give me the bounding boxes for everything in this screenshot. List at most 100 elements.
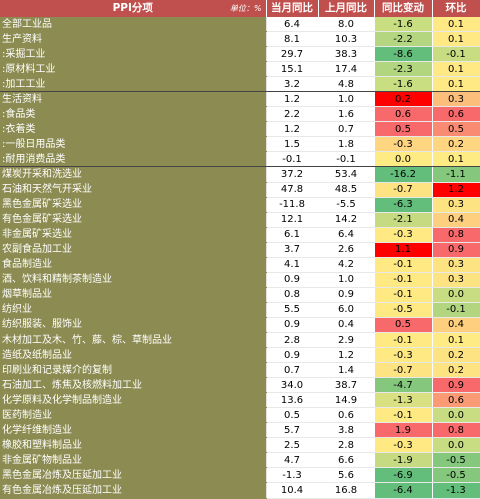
current-yoy-cell: 2.2: [266, 106, 319, 123]
current-yoy-cell: 0.9: [266, 317, 319, 333]
current-yoy-cell: 12.1: [266, 212, 319, 228]
previous-yoy-cell: 0.6: [318, 407, 375, 424]
yoy-change-cell: -0.3: [374, 347, 433, 364]
row-name-cell: :食品类: [0, 106, 267, 123]
mom-cell: 0.9: [432, 377, 480, 394]
current-yoy-cell: 4.7: [266, 452, 319, 469]
mom-cell: 0.2: [432, 136, 480, 153]
mom-cell: -1.3: [432, 482, 480, 499]
current-yoy-cell: 6.1: [266, 227, 319, 243]
current-yoy-cell: 3.2: [266, 76, 319, 93]
mom-cell: 0.1: [432, 31, 480, 48]
table-row: 煤炭开采和洗选业 37.2 53.4 -16.2 -1.1: [0, 166, 480, 183]
unit-label: 单位：%: [229, 4, 262, 13]
current-yoy-cell: 10.4: [266, 482, 319, 499]
previous-yoy-cell: 6.0: [318, 302, 375, 318]
current-yoy-cell: -1.3: [266, 467, 319, 484]
yoy-change-cell: -16.2: [374, 166, 433, 183]
header-mom: 环比: [432, 0, 480, 17]
current-yoy-cell: 34.0: [266, 377, 319, 394]
current-yoy-cell: 5.7: [266, 422, 319, 439]
yoy-change-cell: 1.9: [374, 422, 433, 439]
current-yoy-cell: 47.8: [266, 182, 319, 198]
table-row: 黑色金属矿采选业 -11.8 -5.5 -6.3 0.3: [0, 197, 480, 213]
header-ppi-item-label: PPI分项: [112, 2, 153, 14]
table-row: 石油加工、炼焦及核燃料加工业 34.0 38.7 -4.7 0.9: [0, 377, 480, 394]
yoy-change-cell: -2.1: [374, 212, 433, 228]
mom-cell: 0.0: [432, 287, 480, 303]
current-yoy-cell: 29.7: [266, 46, 319, 63]
previous-yoy-cell: 2.9: [318, 332, 375, 349]
table-row: :原材料工业 15.1 17.4 -2.3 0.1: [0, 61, 480, 78]
yoy-change-cell: -0.3: [374, 136, 433, 153]
table-row: 有色金属冶炼及压延加工业 10.4 16.8 -6.4 -1.3: [0, 482, 480, 499]
previous-yoy-cell: 0.9: [318, 287, 375, 303]
current-yoy-cell: -0.1: [266, 151, 319, 168]
row-name-cell: 木材加工及木、竹、藤、棕、草制品业: [0, 332, 267, 349]
previous-yoy-cell: 1.6: [318, 106, 375, 123]
current-yoy-cell: 1.2: [266, 91, 319, 108]
mom-cell: 0.1: [432, 61, 480, 78]
yoy-change-cell: 0.5: [374, 317, 433, 333]
yoy-change-cell: 0.2: [374, 91, 433, 108]
previous-yoy-cell: 1.8: [318, 136, 375, 153]
table-row: :一般日用品类 1.5 1.8 -0.3 0.2: [0, 136, 480, 153]
previous-yoy-cell: 38.3: [318, 46, 375, 63]
yoy-change-cell: -0.1: [374, 272, 433, 288]
current-yoy-cell: 8.1: [266, 31, 319, 48]
table-row: :食品类 2.2 1.6 0.6 0.6: [0, 106, 480, 123]
previous-yoy-cell: 17.4: [318, 61, 375, 78]
current-yoy-cell: 13.6: [266, 392, 319, 409]
current-yoy-cell: 0.7: [266, 362, 319, 379]
yoy-change-cell: -0.7: [374, 362, 433, 379]
mom-cell: 0.2: [432, 362, 480, 379]
yoy-change-cell: 0.0: [374, 151, 433, 168]
row-name-cell: :耐用消费品类: [0, 151, 267, 168]
previous-yoy-cell: 2.6: [318, 242, 375, 258]
previous-yoy-cell: 10.3: [318, 31, 375, 48]
table-row: 生活资料 1.2 1.0 0.2 0.3: [0, 91, 480, 108]
previous-yoy-cell: 14.9: [318, 392, 375, 409]
row-name-cell: 纺织服装、服饰业: [0, 317, 267, 333]
current-yoy-cell: 0.9: [266, 347, 319, 364]
yoy-change-cell: -0.3: [374, 437, 433, 454]
table-row: 酒、饮料和精制茶制造业 0.9 1.0 -0.1 0.3: [0, 272, 480, 288]
yoy-change-cell: -0.7: [374, 182, 433, 198]
table-row: :衣着类 1.2 0.7 0.5 0.5: [0, 121, 480, 138]
mom-cell: 0.1: [432, 151, 480, 168]
yoy-change-cell: -0.1: [374, 257, 433, 273]
row-name-cell: 印刷业和记录媒介的复制: [0, 362, 267, 379]
previous-yoy-cell: 1.2: [318, 347, 375, 364]
previous-yoy-cell: 4.2: [318, 257, 375, 273]
mom-cell: 0.0: [432, 437, 480, 454]
mom-cell: 0.5: [432, 121, 480, 138]
mom-cell: 0.4: [432, 317, 480, 333]
row-name-cell: 造纸及纸制品业: [0, 347, 267, 364]
yoy-change-cell: -0.1: [374, 407, 433, 424]
row-name-cell: 全部工业品: [0, 17, 267, 33]
yoy-change-cell: -1.9: [374, 452, 433, 469]
row-name-cell: 有色金属冶炼及压延加工业: [0, 482, 267, 499]
table-row: 农副食品加工业 3.7 2.6 1.1 0.9: [0, 242, 480, 258]
yoy-change-cell: 1.1: [374, 242, 433, 258]
row-name-cell: 非金属矿物制品业: [0, 452, 267, 469]
mom-cell: -0.1: [432, 46, 480, 63]
table-row: 医药制造业 0.5 0.6 -0.1 0.0: [0, 407, 480, 424]
previous-yoy-cell: 38.7: [318, 377, 375, 394]
table-row: 印刷业和记录媒介的复制 0.7 1.4 -0.7 0.2: [0, 362, 480, 379]
yoy-change-cell: -8.6: [374, 46, 433, 63]
header-current-yoy: 当月同比: [266, 0, 319, 17]
row-name-cell: 医药制造业: [0, 407, 267, 424]
table-row: 造纸及纸制品业 0.9 1.2 -0.3 0.2: [0, 347, 480, 364]
table-row: :采掘工业 29.7 38.3 -8.6 -0.1: [0, 46, 480, 63]
table-row: 石油和天然气开采业 47.8 48.5 -0.7 1.2: [0, 182, 480, 198]
yoy-change-cell: -4.7: [374, 377, 433, 394]
mom-cell: 0.3: [432, 257, 480, 273]
row-name-cell: 食品制造业: [0, 257, 267, 273]
previous-yoy-cell: 2.8: [318, 437, 375, 454]
mom-cell: 0.0: [432, 407, 480, 424]
yoy-change-cell: -2.3: [374, 61, 433, 78]
row-name-cell: :加工工业: [0, 76, 267, 93]
previous-yoy-cell: -5.5: [318, 197, 375, 213]
current-yoy-cell: 0.9: [266, 272, 319, 288]
